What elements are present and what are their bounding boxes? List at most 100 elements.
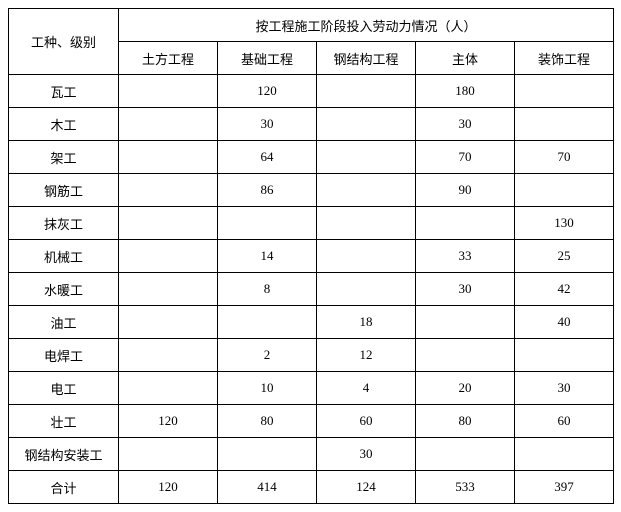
row-label: 抹灰工 [9, 207, 119, 240]
data-cell: 80 [416, 405, 515, 438]
col-header-0: 土方工程 [119, 42, 218, 75]
data-cell [317, 174, 416, 207]
data-cell [515, 75, 614, 108]
data-cell [119, 207, 218, 240]
row-label: 瓦工 [9, 75, 119, 108]
row-label: 水暖工 [9, 273, 119, 306]
data-cell: 70 [515, 141, 614, 174]
data-cell: 90 [416, 174, 515, 207]
data-cell: 33 [416, 240, 515, 273]
data-cell: 124 [317, 471, 416, 504]
data-cell [515, 339, 614, 372]
table-row: 钢结构安装工 30 [9, 438, 614, 471]
data-cell: 4 [317, 372, 416, 405]
data-cell: 20 [416, 372, 515, 405]
data-cell: 40 [515, 306, 614, 339]
data-cell [515, 174, 614, 207]
row-label: 钢结构安装工 [9, 438, 119, 471]
data-cell: 130 [515, 207, 614, 240]
data-cell [416, 438, 515, 471]
data-cell: 80 [218, 405, 317, 438]
data-cell: 64 [218, 141, 317, 174]
table-row: 钢筋工 86 90 [9, 174, 614, 207]
data-cell: 86 [218, 174, 317, 207]
data-cell: 25 [515, 240, 614, 273]
data-cell: 12 [317, 339, 416, 372]
table-body: 瓦工 120 180 木工 30 30 架工 64 7070 钢筋工 86 90 抹灰工 130 机械工 14… [9, 75, 614, 504]
data-cell: 60 [515, 405, 614, 438]
data-cell: 30 [317, 438, 416, 471]
data-cell: 397 [515, 471, 614, 504]
data-cell: 533 [416, 471, 515, 504]
data-cell [218, 438, 317, 471]
table-row: 抹灰工 130 [9, 207, 614, 240]
data-cell [317, 75, 416, 108]
data-cell [218, 306, 317, 339]
table-row: 瓦工 120 180 [9, 75, 614, 108]
data-cell [317, 108, 416, 141]
data-cell: 30 [416, 108, 515, 141]
data-cell: 30 [515, 372, 614, 405]
data-cell [416, 339, 515, 372]
data-cell [515, 108, 614, 141]
data-cell: 14 [218, 240, 317, 273]
row-label: 壮工 [9, 405, 119, 438]
data-cell: 120 [119, 471, 218, 504]
data-cell: 70 [416, 141, 515, 174]
data-cell: 180 [416, 75, 515, 108]
row-label: 木工 [9, 108, 119, 141]
row-label: 电工 [9, 372, 119, 405]
table-row: 水暖工 8 3042 [9, 273, 614, 306]
data-cell: 120 [218, 75, 317, 108]
data-cell [119, 174, 218, 207]
data-cell [317, 141, 416, 174]
table-header: 工种、级别 按工程施工阶段投入劳动力情况（人） 土方工程 基础工程 钢结构工程 … [9, 9, 614, 75]
data-cell: 8 [218, 273, 317, 306]
row-label: 机械工 [9, 240, 119, 273]
col-header-1: 基础工程 [218, 42, 317, 75]
data-cell [416, 207, 515, 240]
table-row: 木工3030 [9, 108, 614, 141]
row-label: 电焊工 [9, 339, 119, 372]
data-cell [317, 273, 416, 306]
data-cell: 414 [218, 471, 317, 504]
data-cell [119, 306, 218, 339]
data-cell [515, 438, 614, 471]
labor-allocation-table: 工种、级别 按工程施工阶段投入劳动力情况（人） 土方工程 基础工程 钢结构工程 … [8, 8, 614, 504]
data-cell [119, 372, 218, 405]
data-cell [119, 273, 218, 306]
data-cell [416, 306, 515, 339]
data-cell: 10 [218, 372, 317, 405]
table-row: 壮工12080608060 [9, 405, 614, 438]
table-row: 电焊工 212 [9, 339, 614, 372]
data-cell [119, 108, 218, 141]
data-cell [119, 141, 218, 174]
table-row: 架工 64 7070 [9, 141, 614, 174]
col-header-3: 主体 [416, 42, 515, 75]
data-cell [119, 339, 218, 372]
data-cell [317, 240, 416, 273]
data-cell [218, 207, 317, 240]
row-label: 油工 [9, 306, 119, 339]
table-row: 油工 18 40 [9, 306, 614, 339]
table-row: 电工 1042030 [9, 372, 614, 405]
data-cell: 42 [515, 273, 614, 306]
data-cell: 30 [416, 273, 515, 306]
row-label: 钢筋工 [9, 174, 119, 207]
header-row-1: 工种、级别 按工程施工阶段投入劳动力情况（人） [9, 9, 614, 42]
table-row: 合计120414124533397 [9, 471, 614, 504]
header-rowlabel: 工种、级别 [9, 9, 119, 75]
data-cell [119, 75, 218, 108]
data-cell: 120 [119, 405, 218, 438]
data-cell [317, 207, 416, 240]
row-label: 架工 [9, 141, 119, 174]
data-cell: 18 [317, 306, 416, 339]
header-group: 按工程施工阶段投入劳动力情况（人） [119, 9, 614, 42]
col-header-4: 装饰工程 [515, 42, 614, 75]
data-cell [119, 438, 218, 471]
data-cell [119, 240, 218, 273]
data-cell: 2 [218, 339, 317, 372]
col-header-2: 钢结构工程 [317, 42, 416, 75]
data-cell: 60 [317, 405, 416, 438]
table-row: 机械工 14 3325 [9, 240, 614, 273]
